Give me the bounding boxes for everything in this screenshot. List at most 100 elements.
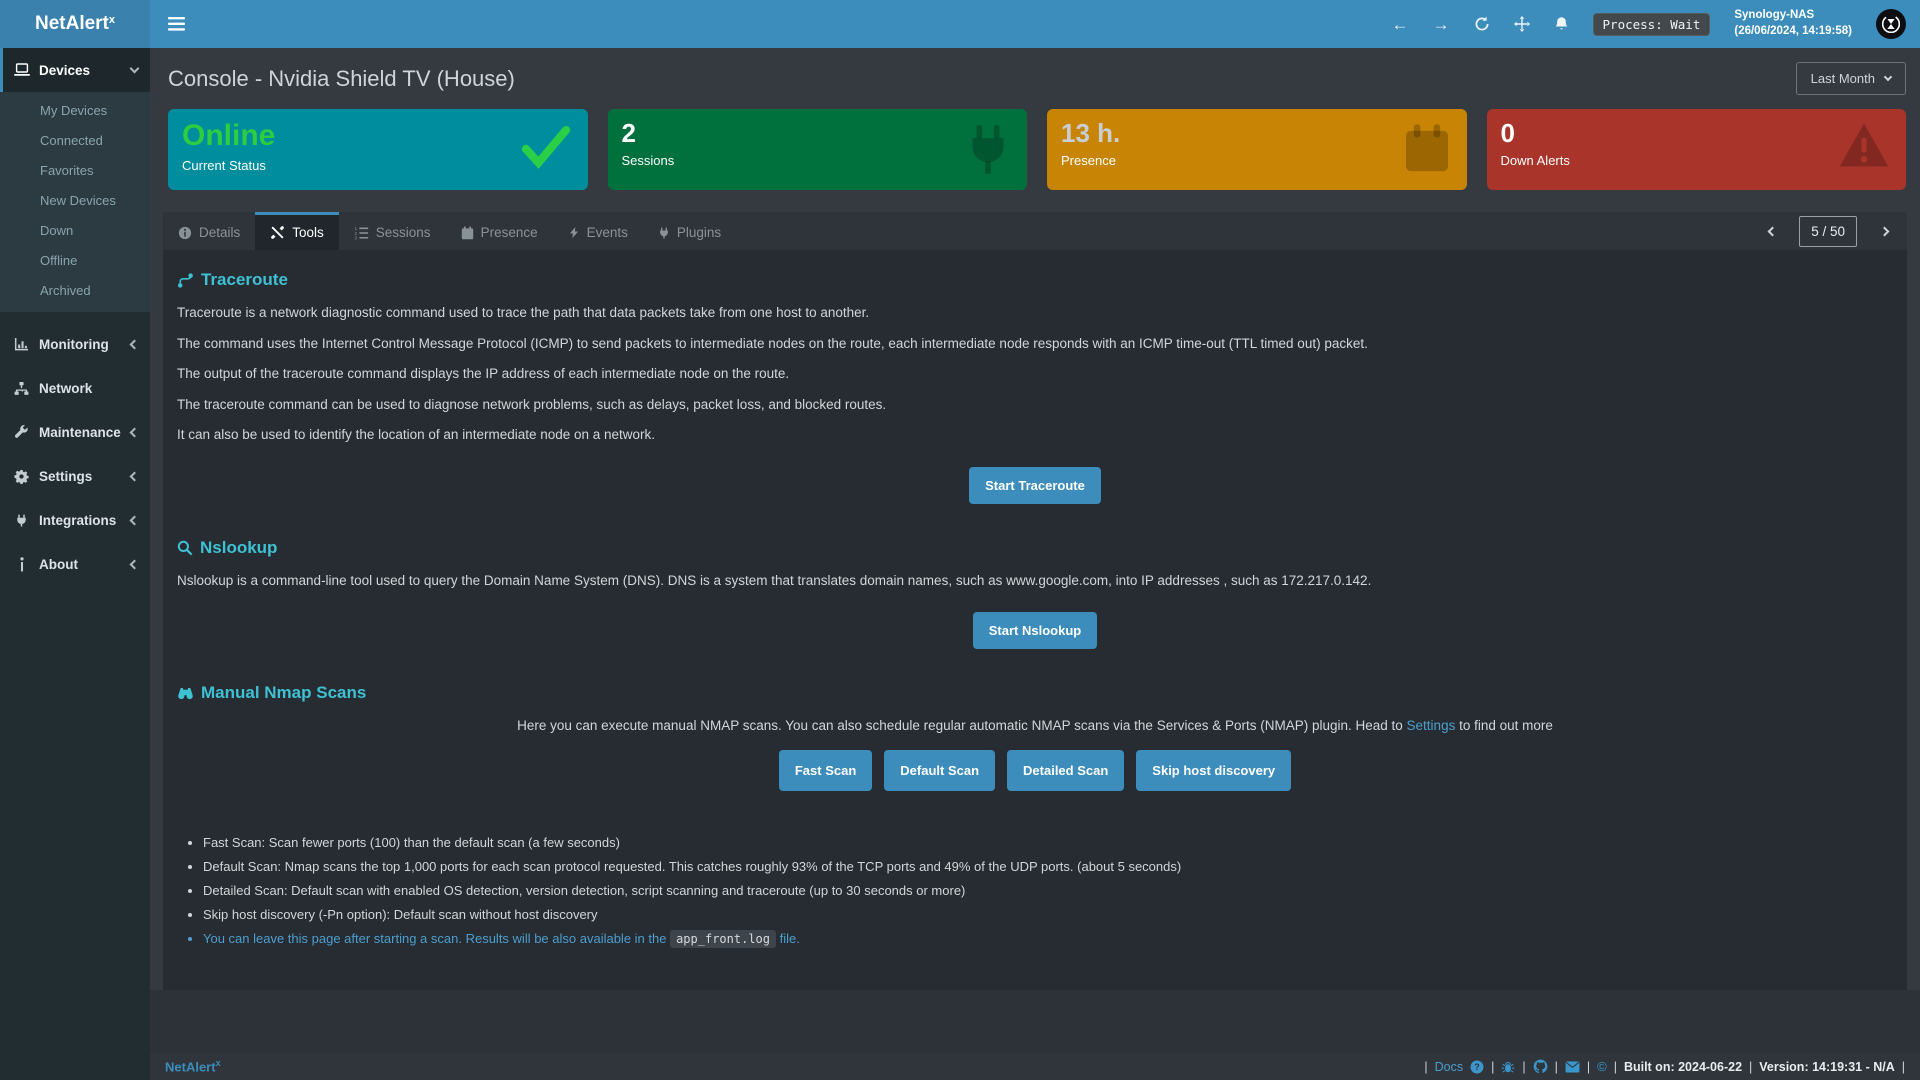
bug-icon[interactable] bbox=[1501, 1060, 1515, 1074]
traceroute-section: Traceroute Traceroute is a network diagn… bbox=[177, 270, 1893, 504]
tab-events[interactable]: Events bbox=[553, 212, 643, 250]
nav-forward-icon[interactable]: → bbox=[1432, 14, 1450, 34]
nslookup-section: Nslookup Nslookup is a command-line tool… bbox=[177, 538, 1893, 650]
card-value: 0 bbox=[1500, 118, 1515, 148]
separator: | bbox=[1586, 1059, 1591, 1074]
tools-tab-content: Traceroute Traceroute is a network diagn… bbox=[163, 250, 1907, 990]
footer-brand-link[interactable]: NetAlertx bbox=[165, 1058, 221, 1074]
tab-label: Tools bbox=[292, 225, 324, 240]
sidebar-item-favorites[interactable]: Favorites bbox=[40, 163, 94, 178]
period-selector[interactable]: Last Month bbox=[1795, 62, 1906, 95]
nmap-note: Detailed Scan: Default scan with enabled… bbox=[203, 883, 1893, 898]
check-icon bbox=[520, 125, 572, 174]
sidebar-item-monitoring[interactable]: Monitoring bbox=[0, 322, 150, 366]
summary-cards: Online Current Status 2 Sessions 13 h. P… bbox=[168, 109, 1906, 190]
card-sessions[interactable]: 2 Sessions bbox=[607, 109, 1027, 190]
question-circle-icon[interactable]: ? bbox=[1470, 1060, 1484, 1074]
card-down-alerts[interactable]: 0 Down Alerts bbox=[1486, 109, 1906, 190]
sidebar-item-offline[interactable]: Offline bbox=[40, 253, 78, 268]
content-area: Console - Nvidia Shield TV (House) Last … bbox=[150, 48, 1920, 1053]
bolt-icon bbox=[568, 225, 580, 240]
footer-brand-text: NetAlert bbox=[165, 1059, 216, 1075]
card-current-status[interactable]: Online Current Status bbox=[168, 109, 588, 190]
avatar[interactable] bbox=[1876, 9, 1906, 39]
settings-link[interactable]: Settings bbox=[1406, 718, 1456, 734]
github-icon[interactable] bbox=[1533, 1059, 1548, 1074]
sidebar-item-settings[interactable]: Settings bbox=[0, 454, 150, 498]
calendar-icon bbox=[1403, 121, 1451, 180]
host-info: Synology-NAS (26/06/2024, 14:19:58) bbox=[1734, 8, 1852, 39]
footer-links: | Docs ? | | | | © | Built on: 2024-06-2… bbox=[1424, 1059, 1905, 1074]
sidebar-item-integrations[interactable]: Integrations bbox=[0, 498, 150, 542]
sidebar-item-my-devices[interactable]: My Devices bbox=[40, 103, 108, 118]
section-title: Traceroute bbox=[201, 270, 288, 289]
gear-icon bbox=[13, 469, 30, 484]
sidebar-item-about[interactable]: About bbox=[0, 542, 150, 586]
separator: | bbox=[1522, 1059, 1526, 1074]
chevron-down-icon bbox=[1883, 72, 1893, 82]
sidebar-toggle-icon[interactable] bbox=[168, 17, 185, 31]
pager-next-button[interactable] bbox=[1865, 215, 1903, 247]
envelope-icon[interactable] bbox=[1565, 1060, 1580, 1073]
detailed-scan-button[interactable]: Detailed Scan bbox=[1007, 749, 1125, 791]
tab-plugins[interactable]: Plugins bbox=[643, 212, 736, 250]
tab-label: Presence bbox=[480, 225, 538, 240]
chevron-left-icon bbox=[129, 559, 140, 569]
sidebar-item-maintenance[interactable]: Maintenance bbox=[0, 410, 150, 454]
binoculars-icon bbox=[177, 685, 194, 701]
plug-icon bbox=[658, 226, 670, 240]
start-nslookup-button[interactable]: Start Nslookup bbox=[972, 612, 1098, 650]
plug-icon bbox=[13, 513, 30, 528]
nmap-heading: Manual Nmap Scans bbox=[177, 683, 1893, 703]
tab-presence[interactable]: Presence bbox=[446, 212, 553, 250]
refresh-icon[interactable] bbox=[1474, 16, 1490, 32]
host-timestamp: (26/06/2024, 14:19:58) bbox=[1734, 25, 1852, 37]
wrench-icon bbox=[13, 424, 30, 440]
sidebar-item-label: About bbox=[39, 556, 78, 572]
separator: | bbox=[1613, 1059, 1617, 1074]
card-label: Sessions bbox=[621, 152, 675, 168]
card-label: Down Alerts bbox=[1500, 152, 1570, 168]
move-icon[interactable] bbox=[1513, 16, 1530, 32]
start-traceroute-button[interactable]: Start Traceroute bbox=[969, 466, 1101, 504]
app-logo[interactable]: NetAlert x bbox=[0, 0, 150, 48]
sidebar-item-archived[interactable]: Archived bbox=[40, 283, 91, 298]
build-date: Built on: 2024-06-22 bbox=[1623, 1059, 1743, 1074]
pager-prev-button[interactable] bbox=[1753, 215, 1791, 247]
sidebar-item-devices[interactable]: Devices bbox=[0, 48, 150, 92]
card-presence[interactable]: 13 h. Presence bbox=[1047, 109, 1467, 190]
nmap-notes: Fast Scan: Scan fewer ports (100) than t… bbox=[203, 835, 1893, 948]
default-scan-button[interactable]: Default Scan bbox=[884, 749, 996, 791]
nmap-note: Skip host discovery (-Pn option): Defaul… bbox=[203, 907, 1893, 922]
sidebar-item-down[interactable]: Down bbox=[40, 223, 74, 238]
sidebar-item-network[interactable]: Network bbox=[0, 366, 150, 410]
tab-details[interactable]: Details bbox=[163, 212, 255, 250]
nmap-section: Manual Nmap Scans Here you can execute m… bbox=[177, 683, 1893, 948]
traceroute-paragraph: Traceroute is a network diagnostic comma… bbox=[177, 305, 870, 320]
network-icon bbox=[13, 381, 30, 396]
copyright-icon[interactable]: © bbox=[1597, 1059, 1607, 1074]
nslookup-paragraph: Nslookup is a command-line tool used to … bbox=[177, 572, 1372, 588]
page-title: Console - Nvidia Shield TV (House) bbox=[168, 65, 515, 91]
nav-back-icon[interactable]: ← bbox=[1391, 14, 1409, 34]
docs-link[interactable]: Docs bbox=[1434, 1059, 1464, 1074]
notifications-bell-icon[interactable] bbox=[1554, 16, 1569, 32]
skip-host-discovery-button[interactable]: Skip host discovery bbox=[1136, 749, 1292, 791]
log-hint-text: file. bbox=[776, 930, 800, 946]
traceroute-paragraph: The traceroute command can be used to di… bbox=[177, 396, 887, 412]
tab-tools[interactable]: Tools bbox=[255, 212, 339, 250]
sidebar-item-connected[interactable]: Connected bbox=[40, 133, 103, 148]
footer-brand-sup: x bbox=[215, 1058, 221, 1069]
fast-scan-button[interactable]: Fast Scan bbox=[778, 749, 873, 791]
traceroute-heading: Traceroute bbox=[177, 270, 1893, 290]
sidebar-item-new-devices[interactable]: New Devices bbox=[40, 193, 116, 208]
chevron-left-icon bbox=[129, 471, 140, 481]
host-name: Synology-NAS bbox=[1734, 9, 1815, 22]
device-pager: 5 / 50 bbox=[1753, 212, 1907, 250]
nmap-note-log-hint: You can leave this page after starting a… bbox=[203, 929, 1893, 948]
log-hint-text: You can leave this page after starting a… bbox=[203, 930, 671, 946]
tab-label: Events bbox=[586, 225, 628, 240]
